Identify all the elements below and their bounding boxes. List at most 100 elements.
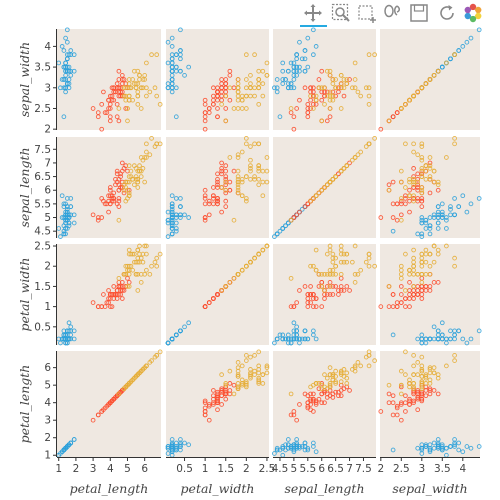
data-point	[347, 388, 352, 393]
data-point	[285, 445, 291, 451]
data-point	[227, 68, 233, 74]
panel-sepal_length-vs-petal_width[interactable]	[166, 137, 269, 238]
data-point	[291, 320, 297, 326]
data-point	[330, 284, 336, 289]
panel-petal_width-vs-sepal_width[interactable]	[380, 244, 480, 345]
data-point	[419, 204, 425, 209]
data-point	[106, 209, 111, 215]
data-point	[439, 201, 445, 207]
data-point	[256, 182, 262, 188]
panel-sepal_width-vs-sepal_width[interactable]	[380, 29, 480, 130]
zoom-tool-button[interactable]	[330, 2, 352, 24]
box-select-icon	[358, 5, 376, 23]
select-tool-button[interactable]	[356, 2, 378, 24]
bokeh-logo-link[interactable]	[462, 2, 484, 24]
data-point	[305, 35, 311, 41]
data-point	[452, 255, 457, 261]
data-point	[439, 320, 445, 326]
data-point	[288, 304, 294, 309]
data-point	[378, 126, 384, 132]
data-point	[248, 375, 253, 381]
data-point	[227, 280, 233, 285]
data-point	[133, 271, 139, 277]
data-point	[178, 212, 183, 218]
data-point	[211, 388, 216, 393]
data-point	[352, 271, 358, 277]
data-point	[294, 212, 300, 218]
data-point	[223, 176, 229, 182]
data-point	[352, 77, 358, 82]
data-point	[63, 201, 68, 207]
reset-tool-button[interactable]	[436, 2, 458, 24]
panel-sepal_width-vs-petal_width[interactable]	[166, 29, 269, 130]
save-tool-button[interactable]	[408, 2, 430, 24]
data-point	[294, 52, 300, 58]
data-point	[256, 166, 262, 171]
data-point	[114, 101, 120, 107]
data-point	[444, 340, 449, 346]
panel-petal_width-vs-sepal_length[interactable]	[273, 244, 376, 345]
data-point	[411, 386, 416, 392]
data-point	[64, 68, 70, 74]
data-point	[398, 179, 404, 185]
data-point	[319, 97, 325, 103]
data-point	[71, 220, 77, 226]
data-point	[411, 292, 416, 297]
data-point	[366, 141, 372, 147]
data-point	[165, 340, 171, 346]
data-point	[211, 101, 216, 107]
data-point	[202, 400, 208, 406]
data-point	[132, 375, 137, 381]
data-point	[165, 209, 171, 215]
data-point	[235, 155, 241, 160]
lasso-tool-button[interactable]	[382, 2, 404, 24]
y-tick-label: 5.5	[34, 198, 51, 210]
data-point	[114, 201, 120, 207]
data-point	[219, 288, 224, 293]
data-point	[239, 106, 245, 111]
data-point	[390, 228, 396, 234]
y-tick-label: 1	[44, 301, 51, 313]
panel-sepal_length-vs-sepal_width[interactable]	[380, 137, 480, 238]
data-point	[169, 336, 175, 342]
panel-sepal_length-vs-sepal_length[interactable]	[273, 137, 376, 238]
data-point	[427, 166, 433, 171]
data-point	[58, 234, 63, 239]
data-point	[452, 136, 457, 141]
data-point	[439, 442, 445, 448]
y-tick-label: 4.5	[34, 226, 51, 238]
data-point	[227, 85, 233, 91]
data-point	[316, 381, 322, 386]
data-point	[239, 267, 245, 273]
data-point	[341, 166, 347, 171]
data-point	[308, 300, 313, 305]
data-point	[316, 190, 322, 196]
data-point	[206, 417, 212, 423]
y-tick-label: 3	[44, 82, 51, 94]
data-point	[407, 209, 412, 215]
data-point	[423, 176, 429, 182]
data-point	[252, 353, 257, 358]
data-point	[235, 271, 241, 277]
data-point	[324, 271, 330, 277]
data-point	[338, 85, 344, 91]
data-point	[305, 201, 311, 207]
pan-tool-button[interactable]	[302, 2, 324, 24]
data-point	[135, 288, 141, 293]
x-tick-label: 3.5	[434, 463, 451, 475]
panel-sepal_width-vs-sepal_length[interactable]	[273, 29, 376, 130]
data-point	[61, 114, 67, 120]
data-point	[144, 155, 149, 160]
data-point	[106, 106, 111, 111]
data-point	[366, 101, 372, 107]
data-point	[313, 267, 319, 273]
data-point	[333, 174, 338, 179]
panel-petal_width-vs-petal_width[interactable]	[166, 244, 269, 345]
data-point	[178, 442, 183, 448]
data-point	[435, 391, 441, 397]
data-point	[452, 358, 457, 363]
x-axis-label: petal_width	[181, 481, 255, 496]
data-point	[427, 263, 433, 269]
data-point	[280, 60, 286, 66]
